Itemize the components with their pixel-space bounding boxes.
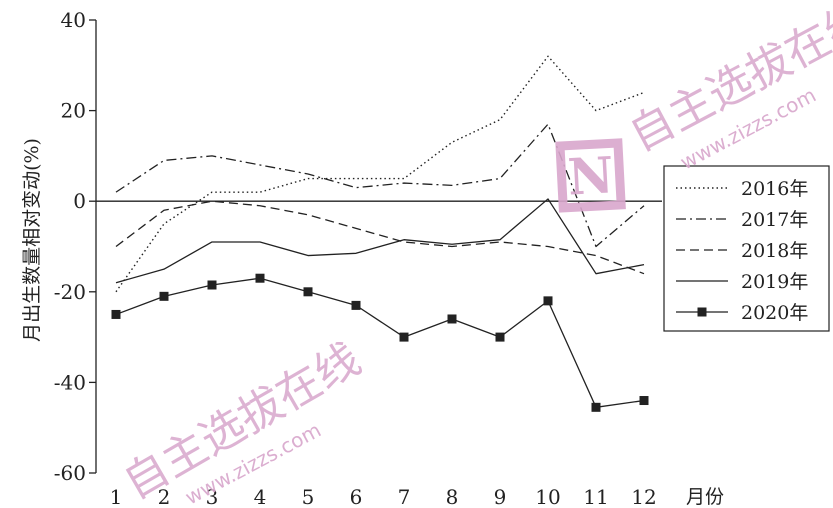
watermark-logo-frame	[555, 138, 626, 213]
x-tick-label: 8	[446, 485, 459, 508]
series-point	[495, 332, 505, 342]
x-tick-label: 9	[494, 485, 507, 508]
series-point	[159, 291, 169, 301]
y-axis-title: 月出生数量相对变动(%)	[21, 138, 43, 342]
x-tick-label: 12	[631, 485, 656, 508]
x-axis-title: 月份	[686, 486, 724, 508]
legend-box	[663, 165, 830, 332]
y-tick-label: -20	[54, 280, 86, 304]
y-tick-label: 40	[61, 8, 86, 32]
legend-marker	[697, 307, 707, 317]
x-tick-label: 3	[206, 485, 219, 508]
x-tick-label: 2	[158, 485, 171, 508]
y-ticks: 40 20 0 -20 -40 -60	[54, 8, 96, 485]
series-point	[303, 287, 313, 297]
legend-label: 2017年	[741, 209, 808, 231]
y-tick-label: 20	[61, 99, 86, 123]
series-point	[207, 280, 217, 290]
x-tick-label: 5	[302, 485, 315, 508]
watermark-logo: N	[555, 138, 626, 213]
watermark-logo-letter: N	[566, 145, 615, 206]
y-tick-label: -40	[54, 370, 86, 394]
series-point	[111, 309, 121, 319]
series-layer	[111, 55, 649, 412]
x-ticks: 1 2 3 4 5 6 7 8 9 10 11 12	[110, 485, 657, 508]
legend-label: 2016年	[741, 178, 808, 200]
series-point	[351, 300, 361, 310]
legend-label: 2019年	[741, 271, 808, 293]
x-tick-label: 10	[535, 485, 560, 508]
legend-label: 2018年	[741, 240, 808, 262]
legend: 2016年 2017年 2018年 2019年 2020年	[663, 165, 830, 332]
series-line-5	[115, 277, 645, 408]
series-point	[447, 314, 457, 324]
y-tick-label: 0	[73, 189, 86, 213]
x-tick-label: 4	[254, 485, 267, 508]
series-point	[543, 296, 553, 306]
series-point	[255, 273, 265, 283]
series-point	[591, 402, 601, 412]
series-point	[399, 332, 409, 342]
series-line-4	[115, 198, 645, 284]
series-line-3	[115, 200, 645, 275]
y-tick-label: -60	[54, 461, 86, 485]
legend-label: 2020年	[741, 302, 808, 324]
x-tick-label: 11	[583, 485, 608, 508]
x-tick-label: 1	[110, 485, 123, 508]
x-tick-label: 7	[398, 485, 411, 508]
series-line-1	[115, 55, 645, 293]
x-tick-label: 6	[350, 485, 363, 508]
series-point	[639, 396, 649, 406]
